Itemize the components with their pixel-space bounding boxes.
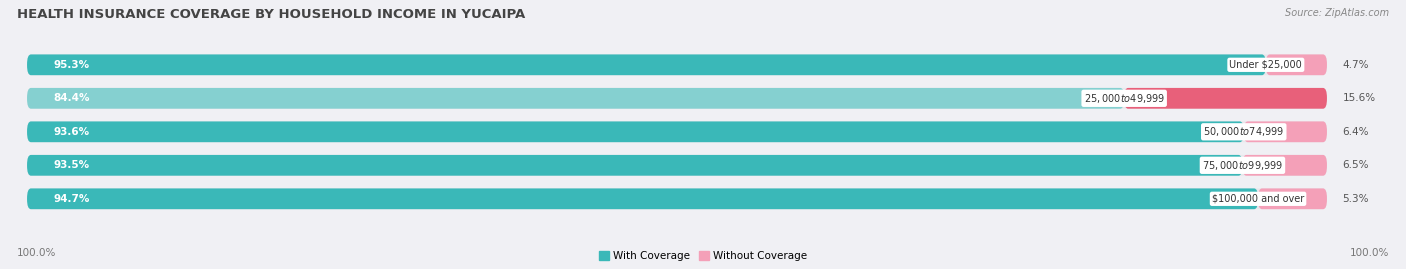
Text: 6.4%: 6.4%	[1343, 127, 1369, 137]
Text: 100.0%: 100.0%	[1350, 248, 1389, 258]
Text: 93.6%: 93.6%	[53, 127, 89, 137]
Text: $75,000 to $99,999: $75,000 to $99,999	[1202, 159, 1284, 172]
Text: HEALTH INSURANCE COVERAGE BY HOUSEHOLD INCOME IN YUCAIPA: HEALTH INSURANCE COVERAGE BY HOUSEHOLD I…	[17, 8, 524, 21]
FancyBboxPatch shape	[27, 54, 1265, 75]
Text: 15.6%: 15.6%	[1343, 93, 1375, 103]
FancyBboxPatch shape	[27, 121, 1244, 142]
Text: 4.7%: 4.7%	[1343, 60, 1369, 70]
Text: 94.7%: 94.7%	[53, 194, 90, 204]
Text: 6.5%: 6.5%	[1343, 160, 1369, 170]
FancyBboxPatch shape	[27, 88, 1327, 109]
FancyBboxPatch shape	[27, 188, 1258, 209]
Text: $100,000 and over: $100,000 and over	[1212, 194, 1305, 204]
Text: 5.3%: 5.3%	[1343, 194, 1369, 204]
Text: $50,000 to $74,999: $50,000 to $74,999	[1204, 125, 1284, 138]
Text: Under $25,000: Under $25,000	[1229, 60, 1302, 70]
Legend: With Coverage, Without Coverage: With Coverage, Without Coverage	[599, 251, 807, 261]
FancyBboxPatch shape	[27, 88, 1125, 109]
FancyBboxPatch shape	[1265, 54, 1327, 75]
Text: Source: ZipAtlas.com: Source: ZipAtlas.com	[1285, 8, 1389, 18]
Text: 100.0%: 100.0%	[17, 248, 56, 258]
Text: 95.3%: 95.3%	[53, 60, 89, 70]
Text: 93.5%: 93.5%	[53, 160, 89, 170]
FancyBboxPatch shape	[1244, 121, 1327, 142]
FancyBboxPatch shape	[27, 155, 1327, 176]
FancyBboxPatch shape	[27, 155, 1243, 176]
FancyBboxPatch shape	[1125, 88, 1327, 109]
FancyBboxPatch shape	[1258, 188, 1327, 209]
Text: $25,000 to $49,999: $25,000 to $49,999	[1084, 92, 1164, 105]
Text: 84.4%: 84.4%	[53, 93, 90, 103]
FancyBboxPatch shape	[1243, 155, 1327, 176]
FancyBboxPatch shape	[27, 121, 1327, 142]
FancyBboxPatch shape	[27, 188, 1327, 209]
FancyBboxPatch shape	[27, 54, 1327, 75]
